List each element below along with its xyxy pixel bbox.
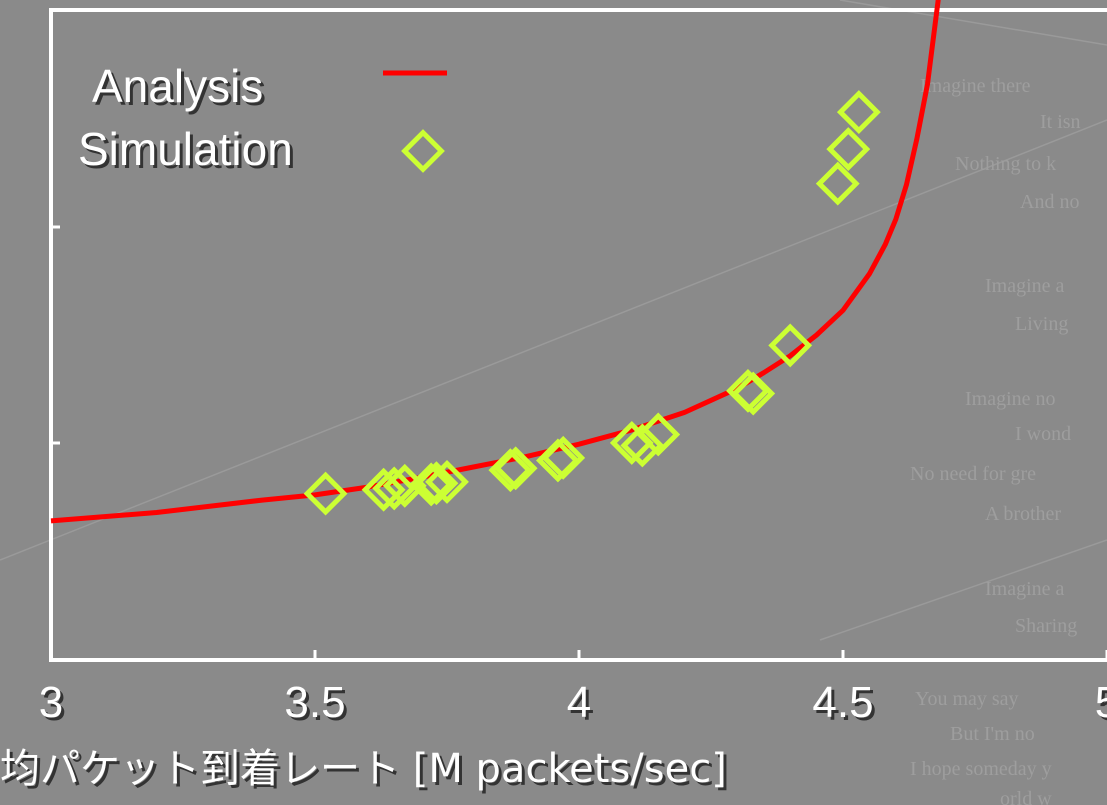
x-tick-label-shadow: 3.5: [287, 681, 348, 730]
background-text-line: I wond: [1015, 423, 1071, 445]
background-text-group: Imagine there It isn Nothing to k And no Ima…: [910, 75, 1081, 805]
legend-simulation-marker: [401, 129, 445, 173]
background-diagonal-line: [839, 0, 1107, 46]
legend-analysis-shadow: Analysis: [95, 63, 266, 115]
simulation-point: [815, 161, 860, 206]
simulation-point: [541, 435, 586, 480]
background-text-line: Living: [1015, 313, 1068, 335]
simulation-point: [303, 471, 348, 516]
plot-frame: [49, 8, 1107, 662]
background-text-line: And no: [1020, 191, 1079, 213]
background-diagonal-line: [819, 539, 1107, 641]
x-tick-label-shadow: 4.5: [815, 681, 876, 730]
simulation-point: [826, 127, 871, 172]
background-text-line: Imagine no: [965, 388, 1056, 410]
simulation-point: [620, 423, 665, 468]
x-axis-ticks: [49, 650, 1107, 660]
background-diagonal-line: [0, 119, 1107, 561]
simulation-point: [414, 461, 459, 506]
legend: Analysis Analysis Simulation Simulation: [78, 60, 447, 178]
x-axis-label: 均パケット到着レート [M packets/sec]: [0, 746, 727, 792]
background-text-line: It isn: [1040, 111, 1081, 133]
x-tick-label: 5: [1095, 678, 1107, 727]
simulation-point: [768, 323, 813, 368]
simulation-point: [636, 412, 681, 457]
simulation-point: [731, 371, 776, 416]
background-text-line: Imagine there: [920, 75, 1031, 97]
simulation-series: [303, 90, 881, 516]
background-text-line: Imagine a: [985, 578, 1065, 600]
background-text-line: But I'm no: [950, 723, 1035, 745]
background-decoration: [0, 0, 1107, 641]
x-tick-label-shadow: 4: [570, 681, 594, 730]
background-text-line: Nothing to k: [955, 153, 1056, 175]
simulation-point: [382, 463, 427, 508]
x-axis-label-group: 均パケット到着レート [M packets/sec] 均パケット到着レート [M…: [0, 746, 730, 795]
x-tick-label: 4: [567, 678, 591, 727]
simulation-point: [493, 446, 538, 491]
simulation-point: [836, 90, 881, 135]
background-text-line: No need for gre: [910, 463, 1036, 485]
background-text-line: Imagine a: [985, 275, 1065, 297]
background-text-line: I hope someday y: [910, 758, 1052, 780]
background-text-line: You may say: [915, 688, 1019, 710]
simulation-point: [372, 466, 417, 511]
legend-analysis-label: Analysis: [92, 60, 263, 112]
background-text-line: orld w: [1000, 788, 1052, 805]
x-tick-label-shadow: 5: [1098, 681, 1107, 730]
x-tick-label: 3.5: [284, 678, 345, 727]
x-tick-label-shadow: 3: [42, 681, 66, 730]
simulation-point: [425, 459, 469, 504]
legend-simulation-shadow: Simulation: [81, 126, 296, 178]
x-axis-label-shadow: 均パケット到着レート [M packets/sec]: [3, 749, 730, 795]
legend-simulation-label: Simulation: [78, 123, 293, 175]
background-text-line: Sharing: [1015, 615, 1077, 637]
x-tick-label: 4.5: [812, 678, 873, 727]
y-axis-ticks: [51, 225, 60, 445]
x-tick-label: 3: [39, 678, 63, 727]
background-text-line: A brother: [985, 503, 1061, 525]
